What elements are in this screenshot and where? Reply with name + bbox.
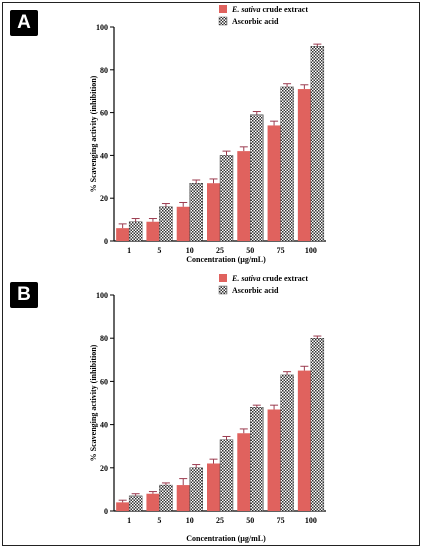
x-tick-label: 1 — [127, 516, 131, 525]
y-tick-label: 60 — [100, 377, 108, 386]
x-tick-label: 50 — [246, 516, 254, 525]
bar-extract — [146, 221, 160, 241]
x-axis-label: Concentration (µg/mL) — [186, 534, 266, 543]
x-tick-label: 10 — [186, 516, 194, 525]
y-tick-label: 20 — [100, 194, 108, 203]
y-tick-label: 60 — [100, 109, 108, 118]
bar-extract — [237, 151, 251, 241]
legend-label: E. sativa crude extract — [231, 274, 308, 283]
bar-extract — [116, 228, 130, 241]
x-tick-label: 5 — [157, 246, 161, 255]
x-tick-label: 5 — [157, 516, 161, 525]
chart-a: 0 20 40 60 80 100 % Scavenging activity (inhib… — [89, 5, 326, 264]
bar-ascorbic — [159, 484, 173, 512]
bar-ascorbic — [310, 337, 325, 512]
bar-ascorbic — [189, 467, 203, 512]
chart-b: 0 20 40 60 80 100 % Scavenging activity (inhib… — [89, 274, 326, 543]
bar-extract — [176, 206, 190, 241]
bar-ascorbic — [280, 86, 294, 242]
y-axis-label: % Scavenging activity (inhibition) — [89, 344, 98, 461]
panel-a-badge: A — [10, 10, 38, 36]
bar-extract — [297, 89, 311, 241]
bar-ascorbic — [219, 439, 234, 512]
x-tick-label: 10 — [186, 246, 194, 255]
bar-extract — [267, 125, 281, 241]
bar-ascorbic — [310, 46, 325, 242]
figure-frame — [2, 2, 420, 546]
bar-extract — [207, 463, 220, 511]
x-tick-label: 75 — [277, 246, 285, 255]
legend-swatch — [218, 285, 228, 295]
bar-extract — [297, 370, 311, 511]
x-tick-label: 25 — [216, 246, 224, 255]
x-tick-label: 1 — [127, 246, 131, 255]
y-axis-label: % Scavenging activity (inhibition) — [89, 75, 98, 192]
bar-extract — [146, 493, 160, 511]
legend-swatch — [219, 5, 227, 13]
bar-ascorbic — [250, 407, 264, 512]
x-tick-label: 100 — [305, 516, 317, 525]
x-tick-label: 50 — [246, 246, 254, 255]
bar-ascorbic — [189, 183, 203, 242]
bar-extract — [267, 409, 281, 511]
bar-ascorbic — [219, 155, 234, 242]
y-tick-label: 40 — [100, 151, 108, 160]
y-tick-label: 80 — [100, 334, 108, 343]
panel-b-badge: B — [10, 282, 38, 308]
x-tick-label: 75 — [277, 516, 285, 525]
y-tick-label: 80 — [100, 66, 108, 75]
legend-swatch — [218, 16, 228, 26]
legend-label: Ascorbic acid — [232, 17, 279, 26]
bar-extract — [237, 433, 251, 511]
legend-label: Ascorbic acid — [232, 286, 279, 295]
y-tick-label: 100 — [96, 23, 108, 32]
legend-swatch — [219, 274, 227, 282]
y-tick-label: 0 — [104, 507, 108, 516]
y-tick-label: 40 — [100, 421, 108, 430]
bar-ascorbic — [159, 206, 173, 242]
bar-ascorbic — [128, 221, 143, 242]
y-tick-label: 0 — [104, 237, 108, 246]
bar-ascorbic — [250, 114, 264, 242]
x-tick-label: 100 — [305, 246, 317, 255]
x-tick-label: 25 — [216, 516, 224, 525]
bar-extract — [176, 485, 190, 511]
bar-extract — [116, 502, 130, 511]
legend-label: E. sativa crude extract — [231, 5, 308, 14]
y-tick-label: 100 — [96, 291, 108, 300]
x-axis-label: Concentration (µg/mL) — [186, 255, 266, 264]
bar-ascorbic — [280, 374, 294, 512]
bar-ascorbic — [128, 495, 143, 512]
y-tick-label: 20 — [100, 464, 108, 473]
bar-extract — [207, 183, 220, 241]
